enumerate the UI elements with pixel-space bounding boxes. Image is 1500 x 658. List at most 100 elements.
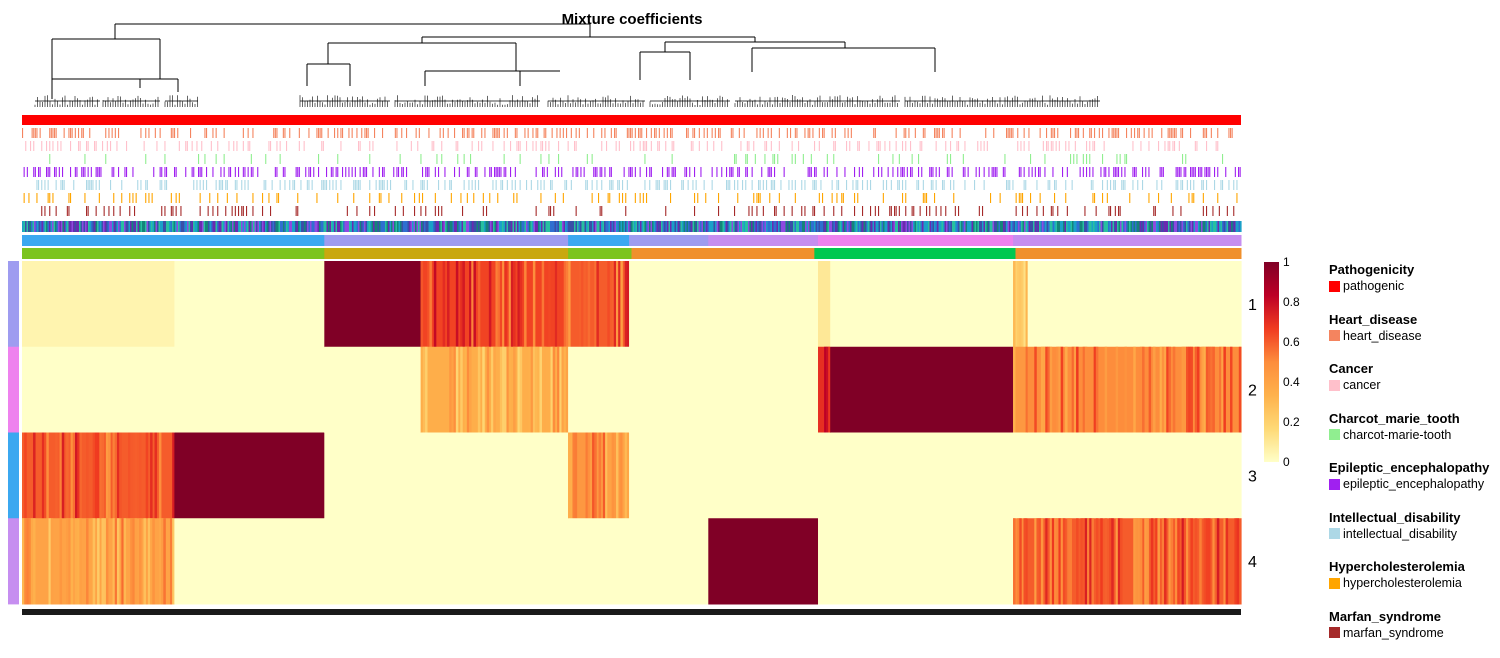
heatmap-stripe bbox=[612, 261, 614, 347]
track-tick bbox=[1217, 128, 1218, 138]
track-tick bbox=[368, 128, 369, 138]
id-strip-tick bbox=[418, 221, 420, 232]
id-strip-tick bbox=[768, 221, 770, 232]
id-strip-tick bbox=[1081, 221, 1083, 232]
id-strip-tick bbox=[61, 221, 63, 232]
id-strip-tick bbox=[1239, 221, 1241, 232]
track-tick bbox=[355, 180, 356, 190]
track-tick bbox=[883, 180, 884, 190]
id-strip-tick bbox=[816, 221, 818, 232]
heatmap-stripe bbox=[102, 518, 105, 604]
track-tick bbox=[342, 167, 343, 177]
heatmap-stripe bbox=[1047, 347, 1050, 433]
track-tick bbox=[910, 167, 911, 177]
track-tick bbox=[617, 180, 618, 190]
id-strip-tick bbox=[687, 221, 689, 232]
id-strip-tick bbox=[547, 221, 549, 232]
track-tick bbox=[280, 154, 281, 164]
column-dendrogram bbox=[0, 0, 1100, 107]
track-tick bbox=[929, 206, 930, 216]
id-strip-tick bbox=[880, 221, 882, 232]
track-tick bbox=[304, 141, 305, 151]
track-tick bbox=[73, 180, 74, 190]
heatmap-cell bbox=[708, 433, 818, 519]
track-tick bbox=[56, 180, 57, 190]
id-strip-tick bbox=[34, 221, 36, 232]
id-strip-tick bbox=[27, 221, 29, 232]
id-strip-tick bbox=[837, 221, 839, 232]
track-tick bbox=[804, 206, 805, 216]
track-tick bbox=[537, 180, 538, 190]
track-tick bbox=[592, 193, 593, 203]
heatmap-stripe bbox=[1124, 347, 1127, 433]
track-tick bbox=[491, 167, 492, 177]
track-tick bbox=[1115, 206, 1116, 216]
id-strip-tick bbox=[442, 221, 444, 232]
track-tick bbox=[686, 167, 687, 177]
track-tick bbox=[428, 128, 429, 138]
heatmap-stripe bbox=[106, 433, 109, 519]
id-strip-tick bbox=[409, 221, 411, 232]
id-strip-tick bbox=[904, 221, 906, 232]
heatmap-stripe bbox=[108, 433, 111, 519]
id-strip-tick bbox=[273, 221, 275, 232]
heatmap-stripe bbox=[79, 518, 82, 604]
track-tick bbox=[758, 193, 759, 203]
track-tick bbox=[1217, 167, 1218, 177]
track-tick bbox=[923, 180, 924, 190]
heatmap-stripe bbox=[620, 433, 622, 519]
id-strip-tick bbox=[340, 221, 342, 232]
id-strip-tick bbox=[876, 221, 878, 232]
track-tick bbox=[707, 141, 708, 151]
id-strip-tick bbox=[1099, 221, 1101, 232]
id-strip-tick bbox=[319, 221, 321, 232]
id-strip-tick bbox=[1129, 221, 1131, 232]
id-strip-tick bbox=[922, 221, 924, 232]
track-tick bbox=[492, 180, 493, 190]
id-strip-tick bbox=[288, 221, 290, 232]
track-tick bbox=[902, 180, 903, 190]
id-strip-tick bbox=[87, 221, 89, 232]
track-tick bbox=[454, 128, 455, 138]
id-strip-tick bbox=[175, 221, 177, 232]
track-tick bbox=[689, 167, 690, 177]
heatmap-stripe bbox=[132, 518, 135, 604]
id-strip-tick bbox=[1183, 221, 1185, 232]
heatmap-stripe bbox=[95, 433, 98, 519]
id-strip-tick bbox=[295, 221, 297, 232]
track-tick bbox=[672, 154, 673, 164]
track-tick bbox=[681, 180, 682, 190]
track-tick bbox=[1054, 193, 1055, 203]
track-tick bbox=[88, 180, 89, 190]
track-tick bbox=[96, 180, 97, 190]
track-tick bbox=[939, 167, 940, 177]
heatmap-stripe bbox=[143, 518, 146, 604]
id-strip-tick bbox=[484, 221, 486, 232]
heatmap-stripe bbox=[119, 433, 122, 519]
id-strip-tick bbox=[516, 221, 518, 232]
heatmap-stripe bbox=[106, 518, 109, 604]
heatmap-stripe bbox=[75, 433, 78, 519]
id-strip-tick bbox=[720, 221, 722, 232]
id-strip-tick bbox=[682, 221, 684, 232]
id-strip-tick bbox=[508, 221, 510, 232]
track-Hypercholesterolemia bbox=[24, 193, 1238, 203]
track-tick bbox=[340, 141, 341, 151]
id-strip-tick bbox=[1200, 221, 1202, 232]
id-strip-tick bbox=[1204, 221, 1206, 232]
track-tick bbox=[275, 128, 276, 138]
heatmap-stripe bbox=[1080, 518, 1083, 604]
track-tick bbox=[384, 167, 385, 177]
track-tick bbox=[779, 141, 780, 151]
id-strip-tick bbox=[649, 221, 651, 232]
track-tick bbox=[670, 128, 671, 138]
id-strip-tick bbox=[801, 221, 803, 232]
id-strip-tick bbox=[325, 221, 327, 232]
track-tick bbox=[760, 180, 761, 190]
heatmap-stripe bbox=[1226, 518, 1229, 604]
id-strip-tick bbox=[460, 221, 462, 232]
id-strip-tick bbox=[630, 221, 632, 232]
id-strip-tick bbox=[28, 221, 30, 232]
id-strip-tick bbox=[669, 221, 671, 232]
id-strip-tick bbox=[291, 221, 293, 232]
